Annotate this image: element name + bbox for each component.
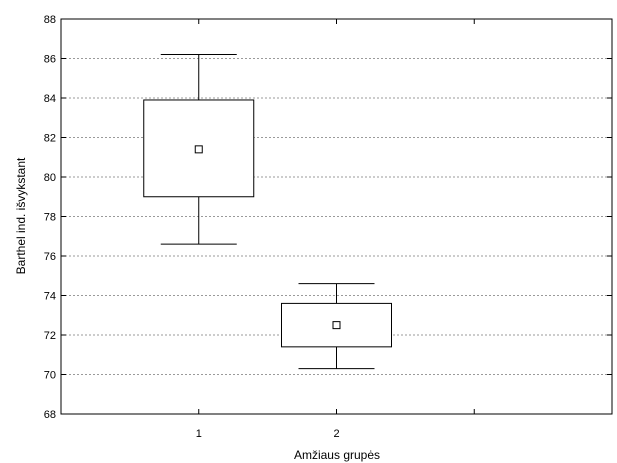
center-marker [194,145,203,154]
y-tick-label: 76 [44,251,56,263]
y-tick-label: 84 [44,93,56,105]
center-marker [332,321,341,330]
x-tick-label: 1 [196,428,202,440]
y-tick-label: 70 [44,370,56,382]
box-group-1 [143,54,255,245]
y-axis-title: Barthel ind. išvykstant [14,157,28,274]
y-tick-label: 82 [44,133,56,145]
y-tick-label: 78 [44,212,56,224]
y-tick-label: 86 [44,54,56,66]
y-axis-ticks: 68 70 72 74 76 78 80 82 84 86 88 [44,14,612,421]
box-series [143,54,392,370]
x-axis-title: Amžiaus grupės [294,448,380,462]
y-tick-label: 80 [44,172,56,184]
x-tick-label: 2 [333,428,339,440]
y-tick-label: 74 [44,291,56,303]
y-tick-label: 72 [44,330,56,342]
plot-frame [60,18,613,415]
y-tick-label: 68 [44,409,56,421]
y-tick-label: 88 [44,14,56,26]
box-group-2 [281,283,392,370]
